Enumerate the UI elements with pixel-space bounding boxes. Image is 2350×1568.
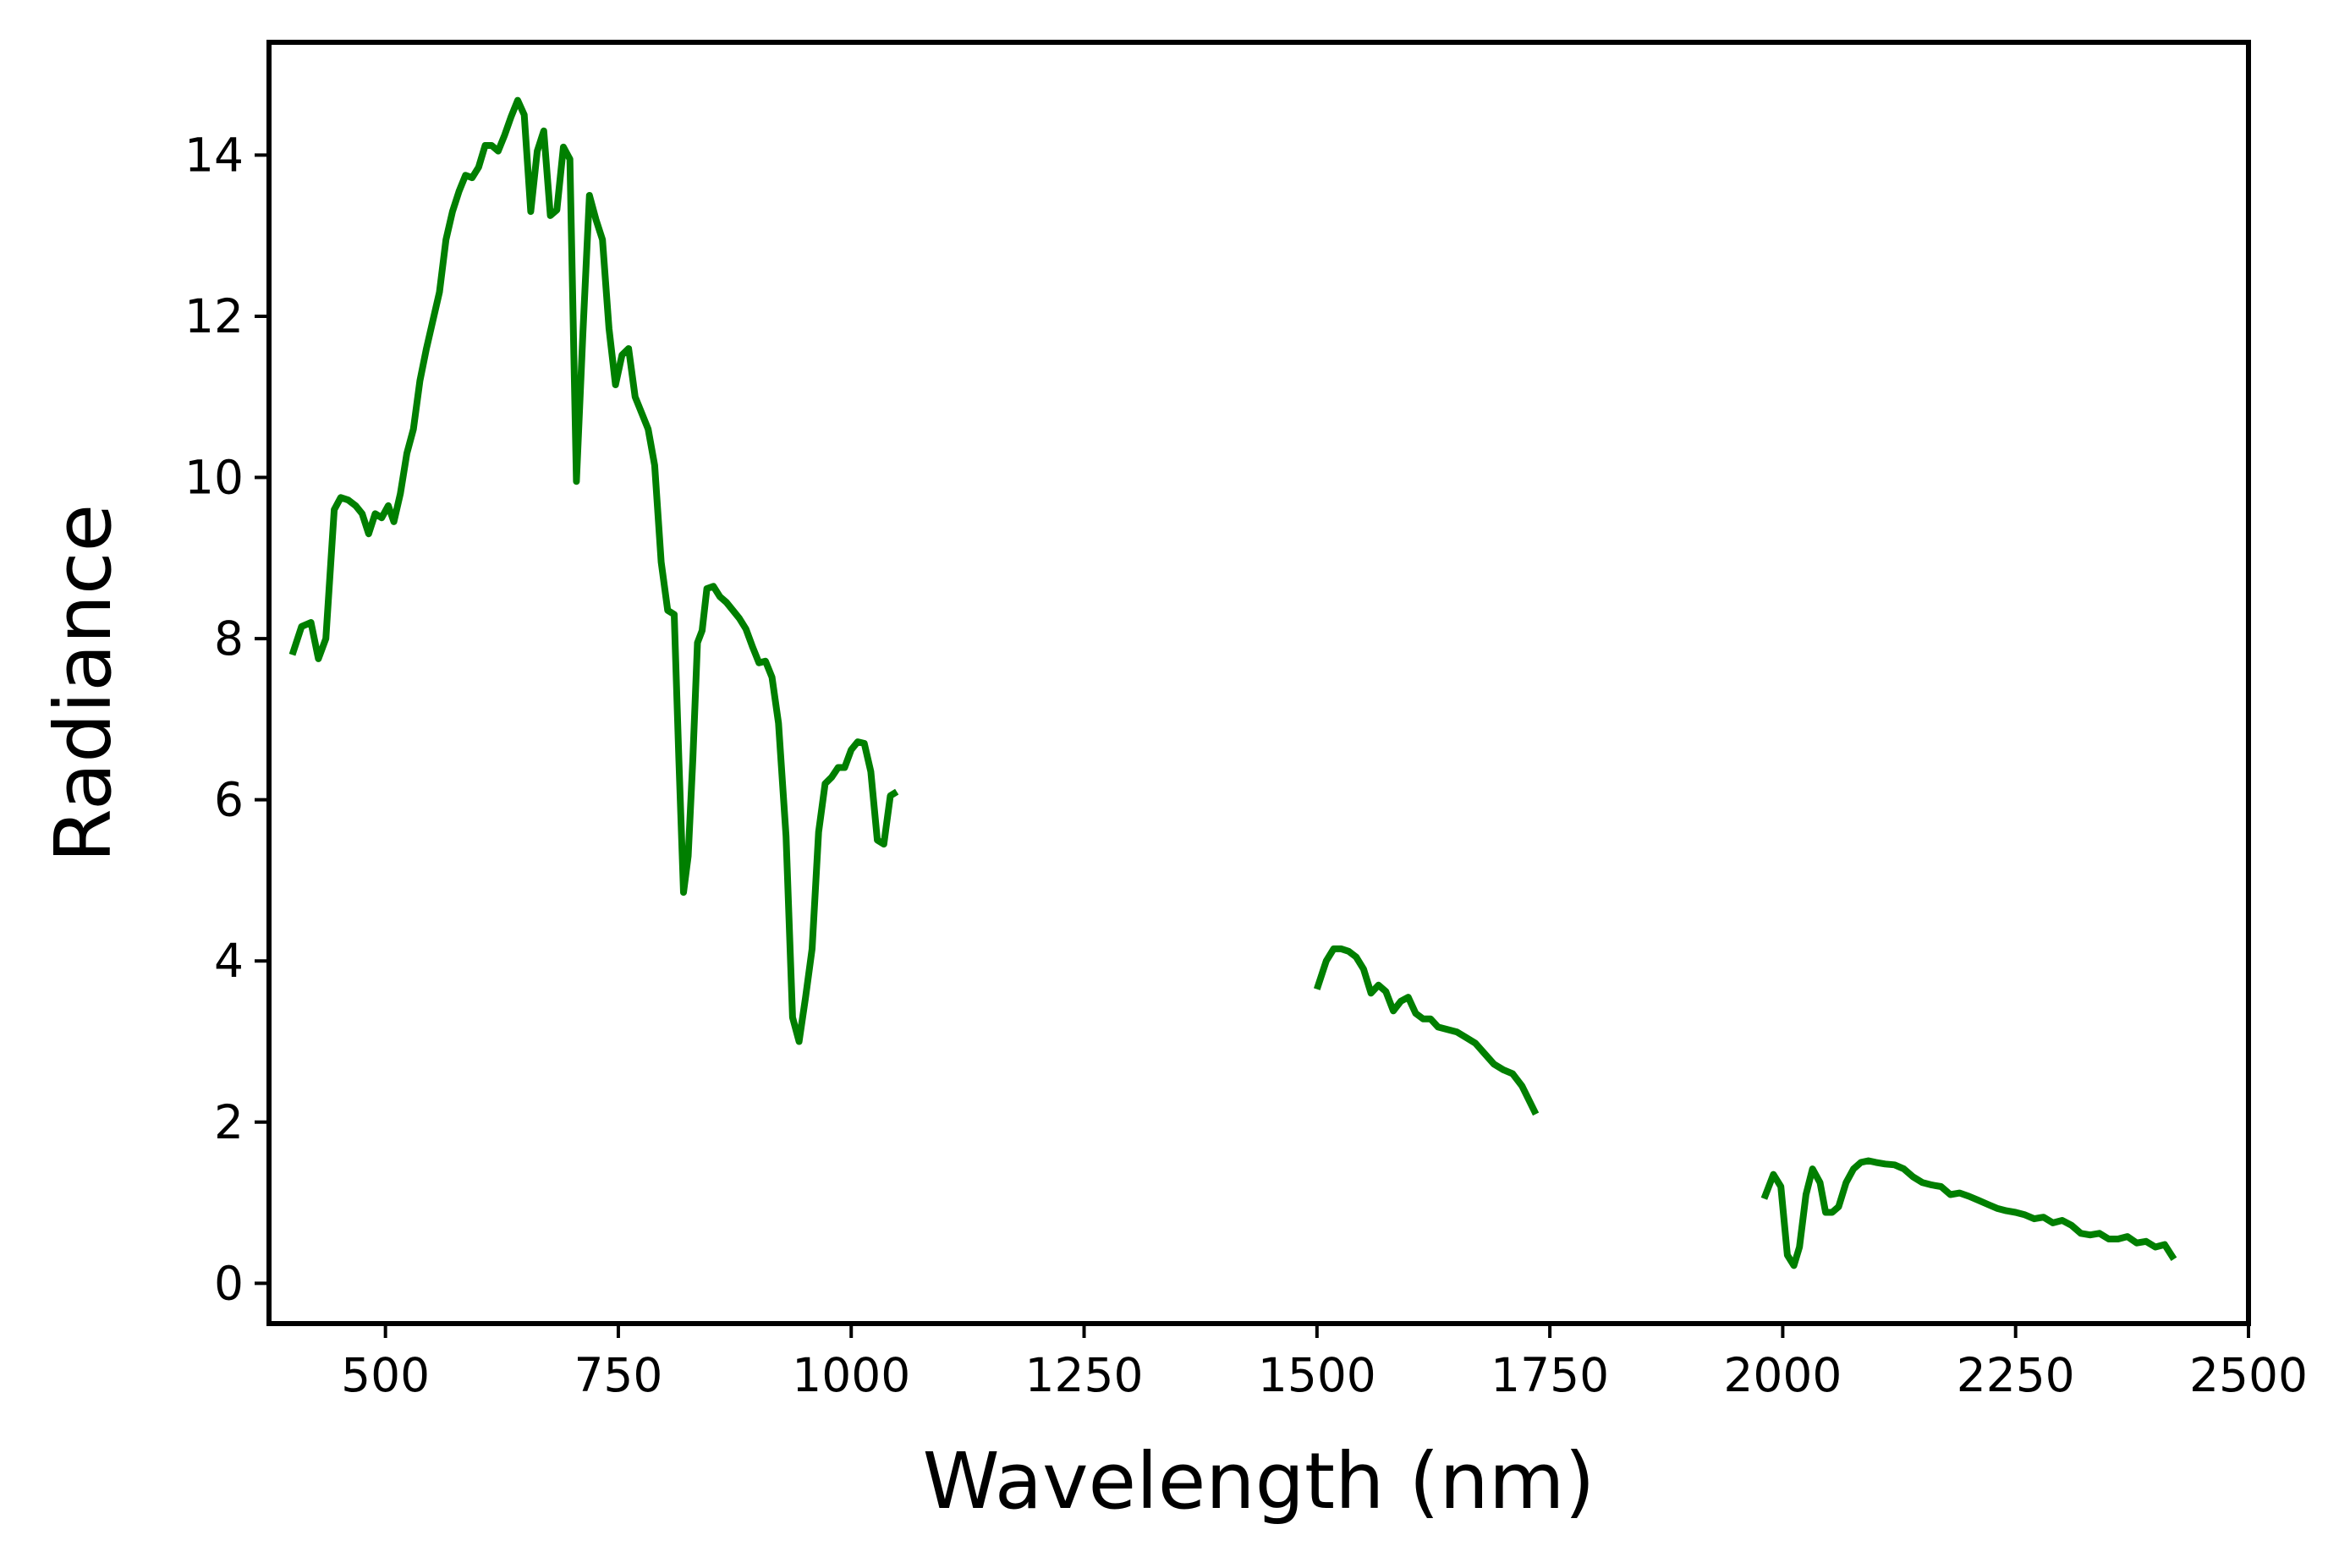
x-tick-label: 750	[574, 1348, 662, 1402]
series-line-segment-2	[1314, 945, 1540, 1116]
y-axis-label: Radiance	[38, 504, 129, 863]
x-tick-label: 2250	[1957, 1348, 2075, 1402]
y-tick-label: 2	[214, 1095, 244, 1149]
x-axis-ticks: 500 750 1000 1250 1500 1750 2000 2250 2500	[341, 1324, 2308, 1402]
y-tick-label: 6	[214, 773, 244, 827]
x-tick-label: 2000	[1723, 1348, 1842, 1402]
y-tick-label: 14	[184, 128, 244, 182]
series-line-segment-3	[1760, 1157, 2177, 1269]
x-tick-label: 1000	[792, 1348, 910, 1402]
series-line-segment-1	[288, 96, 899, 1045]
x-tick-label: 1250	[1025, 1348, 1144, 1402]
y-tick-label: 10	[184, 451, 244, 505]
y-tick-label: 8	[214, 611, 244, 666]
series-layer	[288, 96, 2177, 1269]
x-tick-label: 1750	[1491, 1348, 1609, 1402]
x-tick-label: 1500	[1258, 1348, 1376, 1402]
x-tick-label: 2500	[2189, 1348, 2308, 1402]
y-tick-label: 12	[184, 289, 244, 343]
x-axis-label: Wavelength (nm)	[923, 1436, 1595, 1527]
y-axis-ticks: 0 2 4 6 8 10 12 14	[184, 128, 269, 1310]
y-tick-label: 4	[214, 934, 244, 988]
x-tick-label: 500	[341, 1348, 430, 1402]
y-tick-label: 0	[214, 1256, 244, 1310]
plot-frame	[266, 40, 2251, 1326]
